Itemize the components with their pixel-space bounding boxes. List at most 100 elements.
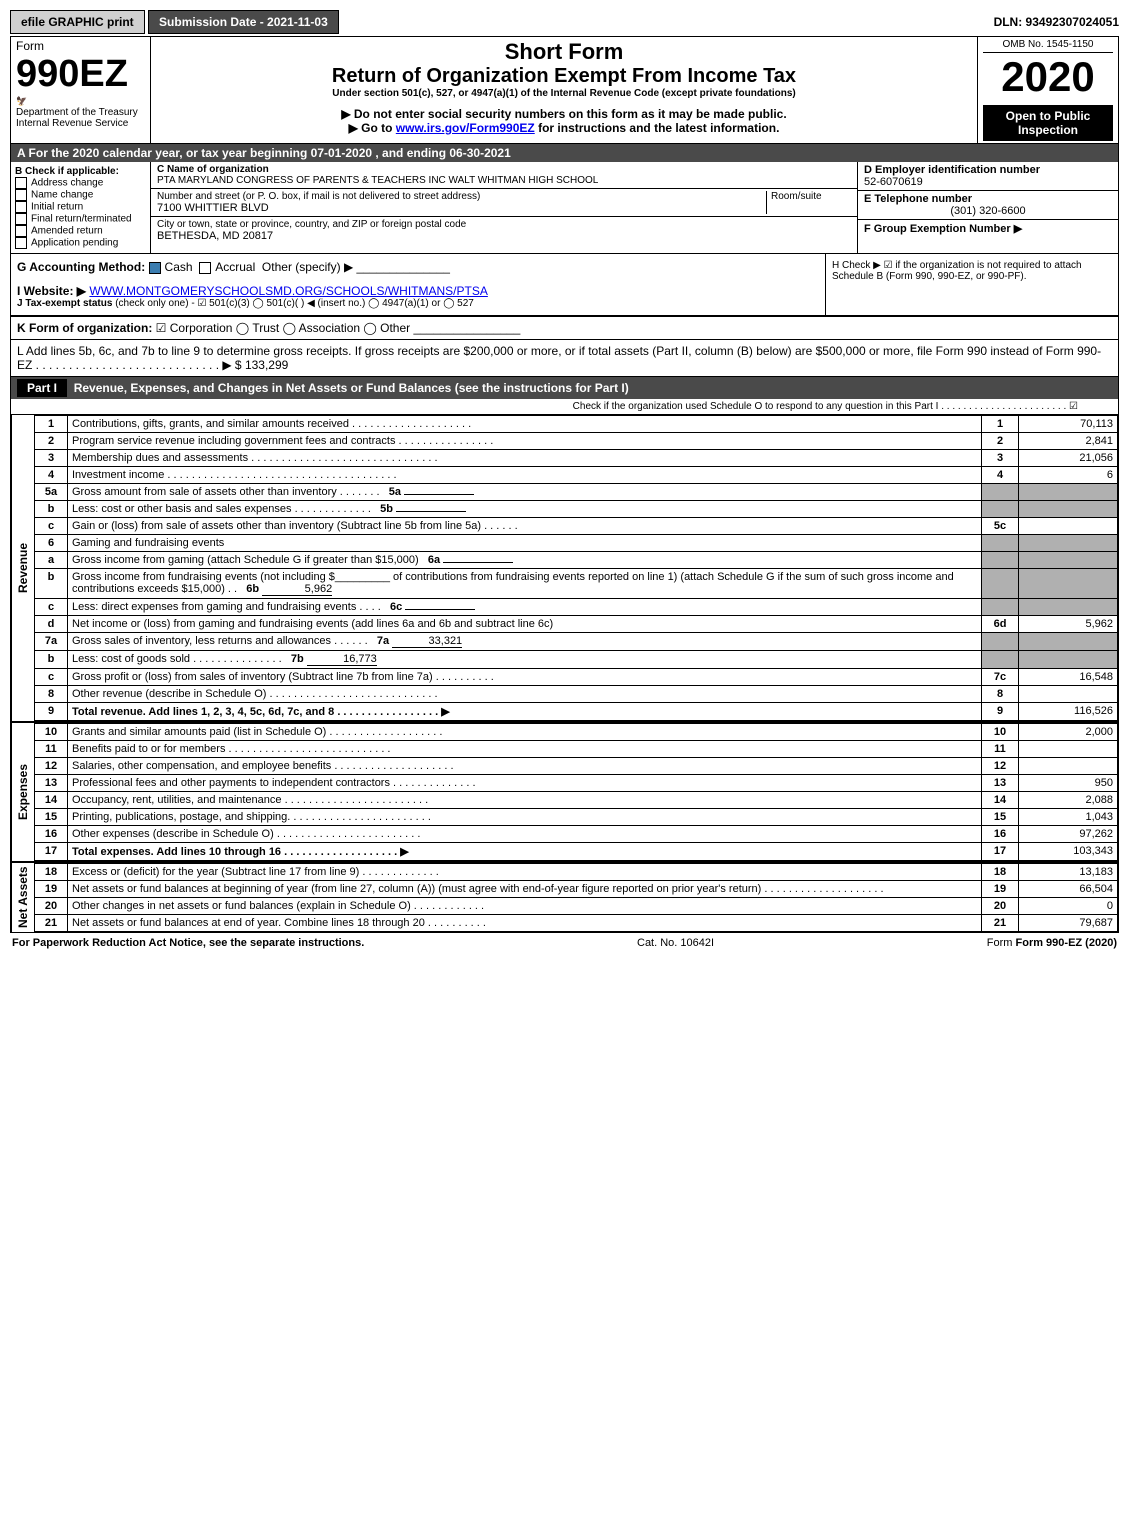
box-b-label: B Check if applicable: [15, 166, 146, 177]
l13-num: 13 [35, 775, 68, 792]
l15-text: Printing, publications, postage, and shi… [68, 809, 982, 826]
part1-title: Revenue, Expenses, and Changes in Net As… [74, 381, 629, 395]
l2-text: Program service revenue including govern… [68, 433, 982, 450]
l21-val: 79,687 [1019, 915, 1118, 932]
box-f-label: F Group Exemption Number ▶ [864, 223, 1022, 235]
info-grid: B Check if applicable: Address change Na… [11, 162, 1118, 254]
l6b-text: Gross income from fundraising events (no… [68, 569, 982, 599]
form-label: Form [16, 39, 145, 53]
chk-address-change[interactable]: Address change [15, 177, 146, 189]
l17-key: 17 [982, 843, 1019, 861]
line-10: 10Grants and similar amounts paid (list … [35, 724, 1118, 741]
irs-link[interactable]: www.irs.gov/Form990EZ [396, 121, 535, 135]
l14-val: 2,088 [1019, 792, 1118, 809]
line-11: 11Benefits paid to or for members . . . … [35, 741, 1118, 758]
city-label: City or town, state or province, country… [157, 219, 851, 230]
top-bar: efile GRAPHIC print Submission Date - 20… [10, 10, 1119, 34]
l8-text: Other revenue (describe in Schedule O) .… [68, 686, 982, 703]
line-19: 19Net assets or fund balances at beginni… [35, 881, 1118, 898]
box-i: I Website: ▶ WWW.MONTGOMERYSCHOOLSMD.ORG… [17, 284, 819, 298]
l7c-num: c [35, 669, 68, 686]
l6a-num: a [35, 552, 68, 569]
l12-val [1019, 758, 1118, 775]
line-13: 13Professional fees and other payments t… [35, 775, 1118, 792]
line-4: 4Investment income . . . . . . . . . . .… [35, 467, 1118, 484]
l20-key: 20 [982, 898, 1019, 915]
website-link[interactable]: WWW.MONTGOMERYSCHOOLSMD.ORG/SCHOOLS/WHIT… [89, 284, 487, 298]
l7c-val: 16,548 [1019, 669, 1118, 686]
efile-print-button[interactable]: efile GRAPHIC print [10, 10, 145, 34]
l17-text: Total expenses. Add lines 10 through 16 … [68, 843, 982, 861]
l6-val [1019, 535, 1118, 552]
chk-initial-return[interactable]: Initial return [15, 201, 146, 213]
eagle-icon: 🦅 [16, 96, 145, 107]
tax-year: 2020 [983, 53, 1113, 101]
l6a-text: Gross income from gaming (attach Schedul… [68, 552, 982, 569]
chk-cash[interactable] [149, 262, 161, 274]
l5c-text: Gain or (loss) from sale of assets other… [68, 518, 982, 535]
opt-initial-return: Initial return [31, 202, 83, 213]
line-7c: cGross profit or (loss) from sales of in… [35, 669, 1118, 686]
l5c-key: 5c [982, 518, 1019, 535]
row-gh: G Accounting Method: Cash Accrual Other … [11, 254, 1118, 316]
l6a-key [982, 552, 1019, 569]
l8-val [1019, 686, 1118, 703]
l2-val: 2,841 [1019, 433, 1118, 450]
box-c-city-row: City or town, state or province, country… [151, 217, 857, 244]
page-footer: For Paperwork Reduction Act Notice, see … [10, 933, 1119, 949]
line-5a: 5aGross amount from sale of assets other… [35, 484, 1118, 501]
netassets-table: 18Excess or (deficit) for the year (Subt… [34, 863, 1118, 932]
l2-key: 2 [982, 433, 1019, 450]
l5c-num: c [35, 518, 68, 535]
part1-header: Part I Revenue, Expenses, and Changes in… [11, 377, 1118, 399]
l8-key: 8 [982, 686, 1019, 703]
l5b-val [1019, 501, 1118, 518]
dln-label: DLN: 93492307024051 [994, 15, 1119, 29]
l6d-num: d [35, 616, 68, 633]
l1-text: Contributions, gifts, grants, and simila… [68, 416, 982, 433]
l6d-key: 6d [982, 616, 1019, 633]
box-d-label: D Employer identification number [864, 164, 1040, 176]
box-d: D Employer identification number 52-6070… [858, 162, 1118, 191]
chk-name-change[interactable]: Name change [15, 189, 146, 201]
l10-text: Grants and similar amounts paid (list in… [68, 724, 982, 741]
l13-text: Professional fees and other payments to … [68, 775, 982, 792]
l6c-num: c [35, 599, 68, 616]
short-form-title: Short Form [156, 39, 972, 65]
l5b-text: Less: cost or other basis and sales expe… [68, 501, 982, 518]
l18-key: 18 [982, 864, 1019, 881]
l16-val: 97,262 [1019, 826, 1118, 843]
l4-key: 4 [982, 467, 1019, 484]
l11-text: Benefits paid to or for members . . . . … [68, 741, 982, 758]
expenses-table: 10Grants and similar amounts paid (list … [34, 723, 1118, 861]
line-2: 2Program service revenue including gover… [35, 433, 1118, 450]
revenue-table: 1Contributions, gifts, grants, and simil… [34, 415, 1118, 721]
submission-date-button[interactable]: Submission Date - 2021-11-03 [148, 10, 339, 34]
city-value: BETHESDA, MD 20817 [157, 230, 851, 242]
opt-cash: Cash [165, 260, 193, 274]
line-3: 3Membership dues and assessments . . . .… [35, 450, 1118, 467]
chk-amended-return[interactable]: Amended return [15, 225, 146, 237]
box-g-label: G Accounting Method: [17, 260, 145, 274]
l3-val: 21,056 [1019, 450, 1118, 467]
chk-accrual[interactable] [199, 262, 211, 274]
l6c-val [1019, 599, 1118, 616]
l7a-key [982, 633, 1019, 651]
opt-application-pending: Application pending [31, 238, 118, 249]
l11-val [1019, 741, 1118, 758]
chk-final-return[interactable]: Final return/terminated [15, 213, 146, 225]
l18-num: 18 [35, 864, 68, 881]
l10-key: 10 [982, 724, 1019, 741]
box-c-street-row: Number and street (or P. O. box, if mail… [151, 189, 857, 217]
l3-key: 3 [982, 450, 1019, 467]
line-7a: 7aGross sales of inventory, less returns… [35, 633, 1118, 651]
chk-application-pending[interactable]: Application pending [15, 237, 146, 249]
l6b-num: b [35, 569, 68, 599]
footer-left: For Paperwork Reduction Act Notice, see … [12, 937, 364, 949]
l14-key: 14 [982, 792, 1019, 809]
l1-val: 70,113 [1019, 416, 1118, 433]
line-5c: cGain or (loss) from sale of assets othe… [35, 518, 1118, 535]
l6c-key [982, 599, 1019, 616]
l7a-text: Gross sales of inventory, less returns a… [68, 633, 982, 651]
l7b-key [982, 651, 1019, 669]
